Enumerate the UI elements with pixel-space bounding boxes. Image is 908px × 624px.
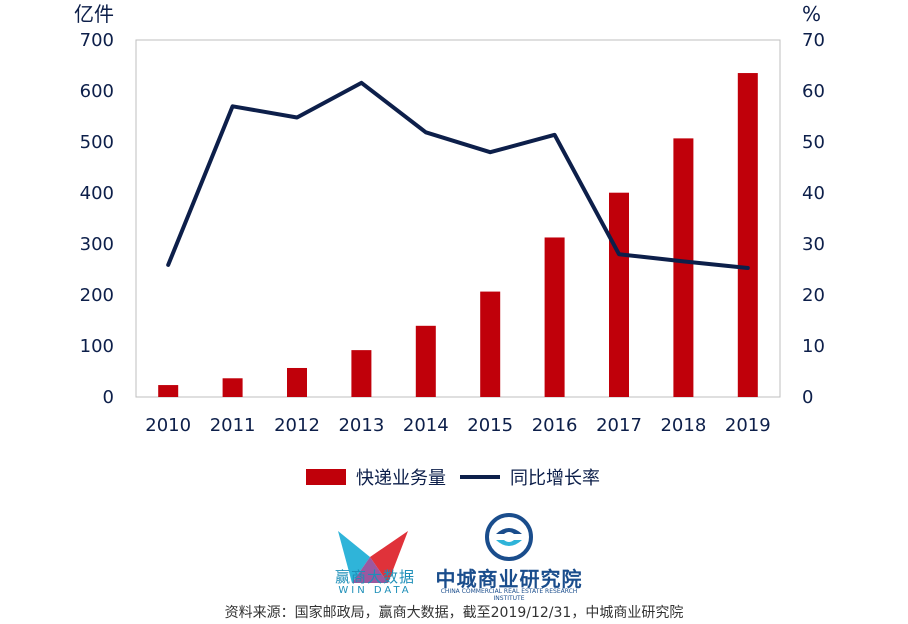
y-left-tick-label: 0 [103, 387, 114, 408]
x-tick-label: 2018 [660, 415, 706, 436]
y-right-tick-label: 70 [802, 30, 825, 51]
x-tick-label: 2012 [274, 415, 320, 436]
line-series [166, 80, 750, 270]
bar [351, 350, 372, 397]
bar [415, 325, 436, 397]
bar [609, 192, 629, 397]
ccreri-logo-cn: 中城商业研究院 [435, 567, 583, 591]
x-tick-label: 2017 [596, 415, 642, 436]
y-right-unit: % [802, 2, 821, 26]
ccreri-logo-icon [485, 513, 533, 561]
x-tick-label: 2019 [725, 415, 771, 436]
y-left-tick-label: 400 [80, 183, 114, 204]
ccreri-logo-en: CHINA COMMERCIAL REAL ESTATE RESEARCH IN… [440, 588, 578, 602]
y-right-tick-label: 40 [802, 183, 825, 204]
windata-logo-icon [338, 531, 408, 583]
tick-labels: 0 100 200 300 400 500 600 700 0 10 20 30 40 50 60 70 201… [74, 2, 825, 436]
y-left-unit: 亿件 [74, 2, 114, 26]
y-left-tick-label: 600 [80, 81, 114, 102]
bar-series [158, 73, 758, 397]
bar [287, 367, 307, 397]
bar [158, 385, 179, 397]
bar [544, 237, 565, 397]
x-tick-label: 2011 [210, 415, 256, 436]
y-left-tick-label: 200 [80, 285, 114, 306]
legend-swatch-bar [306, 469, 346, 485]
bar [737, 73, 758, 397]
x-tick-label: 2010 [145, 415, 191, 436]
y-left-tick-label: 700 [80, 30, 114, 51]
source-note: 资料来源：国家邮政局，赢商大数据，截至2019/12/31，中城商业研究院 [224, 605, 684, 621]
growth-line [166, 80, 750, 270]
legend-label-growth: 同比增长率 [510, 468, 600, 489]
y-left-tick-label: 300 [80, 234, 114, 255]
legend-swatch-line [460, 475, 500, 479]
legend-item-growth: 同比增长率 [460, 462, 600, 492]
plot-frame [135, 39, 781, 398]
y-right-tick-label: 50 [802, 132, 825, 153]
x-tick-label: 2013 [338, 415, 384, 436]
legend-item-volume: 快递业务量 [306, 462, 446, 492]
y-left-tick-label: 100 [80, 336, 114, 357]
windata-logo-en: WIN DATA [338, 585, 412, 596]
y-right-tick-label: 10 [802, 336, 825, 357]
x-tick-label: 2014 [403, 415, 449, 436]
x-tick-label: 2016 [532, 415, 578, 436]
y-right-tick-label: 60 [802, 81, 825, 102]
y-right-tick-label: 0 [802, 387, 813, 408]
bar [222, 378, 243, 397]
y-right-tick-label: 20 [802, 285, 825, 306]
y-left-tick-label: 500 [80, 132, 114, 153]
windata-logo-cn: 赢商大数据 [334, 568, 415, 586]
legend: 快递业务量 同比增长率 [0, 462, 908, 492]
legend-label-volume: 快递业务量 [356, 468, 446, 489]
chart-axes [135, 39, 781, 398]
bar [673, 138, 694, 397]
y-right-tick-label: 30 [802, 234, 825, 255]
bar [480, 291, 501, 397]
chart-area: 0 100 200 300 400 500 600 700 0 10 20 30 40 50 60 70 201… [74, 2, 825, 436]
x-tick-label: 2015 [467, 415, 513, 436]
